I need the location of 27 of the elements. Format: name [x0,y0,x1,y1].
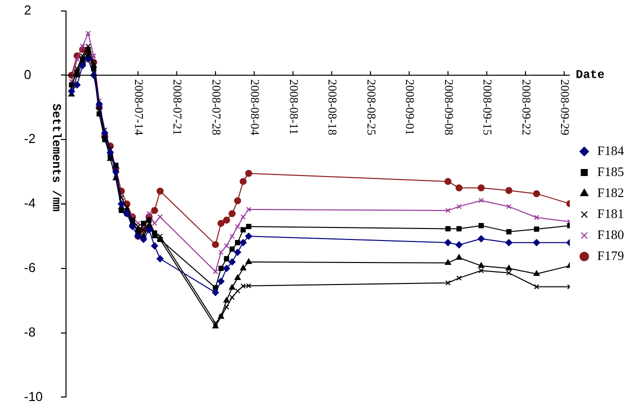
x-tick-label: 2008-08-18 [326,79,340,136]
x-tick-label: 2008-08-25 [364,79,378,136]
x-tick-label: 2008-09-08 [442,79,456,136]
y-tick-label: 2 [24,2,32,18]
x-tick-label: 2008-09-29 [558,79,572,136]
y-tick-label: -8 [24,324,36,340]
y-tick-label: -2 [24,131,36,146]
legend-label: F182 [597,184,624,200]
legend-label: F179 [597,248,624,263]
y-axis-title: Settlements /mm [48,104,63,212]
x-tick-label: 2008-07-28 [209,79,224,136]
x-tick-label: 2008-08-04 [248,79,262,136]
legend-label: F185 [597,164,624,179]
legend-label: F181 [597,206,624,221]
y-tick-label: -10 [24,388,43,404]
x-tick-label: 2008-08-11 [286,79,301,135]
y-tick-label: 0 [24,66,32,82]
y-tick-label: -6 [24,260,36,275]
x-axis-title: Date [576,68,605,82]
x-tick-label: 2008-09-15 [480,79,495,136]
y-tick-label: -4 [24,196,36,211]
x-tick-label: 2008-07-21 [170,79,185,136]
x-tick-label: 2008-09-22 [519,79,534,136]
x-tick-label: 2008-09-01 [403,79,418,136]
legend-label: F180 [597,226,624,242]
x-tick-label: 2008-07-14 [132,79,146,136]
legend-label: F184 [597,142,624,158]
